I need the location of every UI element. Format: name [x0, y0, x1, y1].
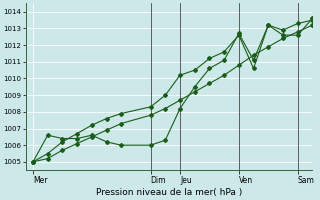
X-axis label: Pression niveau de la mer( hPa ): Pression niveau de la mer( hPa ): [96, 188, 242, 197]
